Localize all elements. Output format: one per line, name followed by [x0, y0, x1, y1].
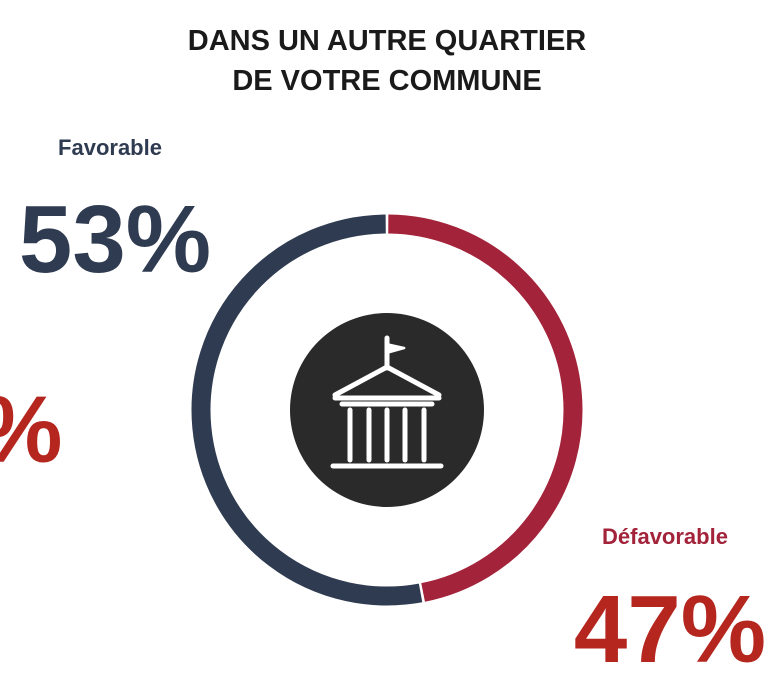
- center-icon: [290, 313, 484, 507]
- legend-label: Favorable: [58, 135, 162, 160]
- donut-segment: [388, 214, 583, 602]
- chart-title: DE VOTRE COMMUNE: [232, 65, 541, 97]
- value-label: 47%: [574, 576, 766, 680]
- legend-label: Défavorable: [602, 524, 728, 549]
- partial-label: %: [0, 377, 62, 483]
- donut-segment: [191, 214, 423, 606]
- value-label: 53%: [19, 186, 211, 293]
- chart-title: DANS UN AUTRE QUARTIER: [188, 25, 587, 57]
